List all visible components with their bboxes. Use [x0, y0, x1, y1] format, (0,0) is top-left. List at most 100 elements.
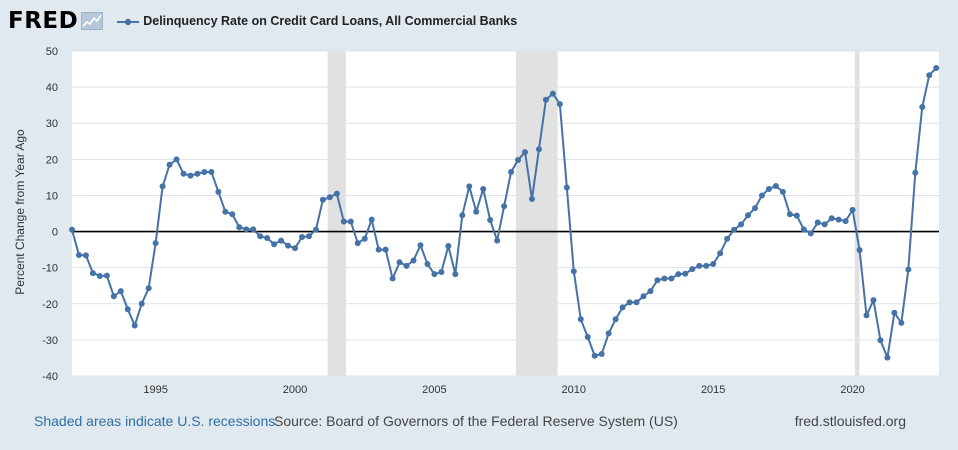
data-point[interactable]	[515, 157, 522, 164]
data-point[interactable]	[292, 245, 299, 252]
data-point[interactable]	[243, 226, 250, 233]
data-point[interactable]	[319, 196, 326, 203]
data-point[interactable]	[452, 271, 459, 278]
data-point[interactable]	[570, 268, 577, 275]
fred-url[interactable]: fred.stlouisfed.org	[794, 413, 906, 429]
data-point[interactable]	[793, 212, 800, 219]
data-point[interactable]	[347, 218, 354, 225]
data-point[interactable]	[194, 170, 201, 177]
data-point[interactable]	[354, 240, 361, 247]
data-point[interactable]	[765, 185, 772, 192]
data-point[interactable]	[891, 309, 898, 316]
data-point[interactable]	[877, 337, 884, 344]
data-point[interactable]	[654, 277, 661, 284]
data-point[interactable]	[278, 237, 285, 244]
data-point[interactable]	[584, 334, 591, 340]
data-point[interactable]	[898, 319, 905, 326]
data-point[interactable]	[250, 226, 257, 233]
data-point[interactable]	[549, 90, 556, 97]
data-point[interactable]	[375, 246, 382, 253]
data-point[interactable]	[152, 240, 159, 247]
data-point[interactable]	[647, 288, 654, 295]
data-point[interactable]	[800, 226, 807, 233]
data-point[interactable]	[124, 306, 131, 313]
data-point[interactable]	[626, 299, 633, 306]
data-point[interactable]	[382, 246, 389, 253]
data-point[interactable]	[779, 188, 786, 195]
data-point[interactable]	[326, 194, 333, 201]
data-point[interactable]	[884, 354, 891, 361]
data-point[interactable]	[724, 235, 731, 242]
data-point[interactable]	[821, 221, 828, 228]
data-point[interactable]	[173, 156, 180, 163]
data-point[interactable]	[849, 206, 856, 213]
data-point[interactable]	[75, 252, 82, 259]
data-point[interactable]	[842, 218, 849, 225]
data-point[interactable]	[528, 196, 535, 203]
data-point[interactable]	[410, 257, 417, 264]
data-point[interactable]	[563, 184, 570, 191]
data-point[interactable]	[417, 242, 424, 249]
data-point[interactable]	[494, 237, 501, 244]
data-point[interactable]	[82, 252, 89, 259]
data-point[interactable]	[912, 169, 919, 176]
data-point[interactable]	[264, 235, 271, 242]
recession-note-link[interactable]: Shaded areas indicate U.S. recessions	[34, 413, 276, 429]
data-point[interactable]	[682, 270, 689, 277]
data-point[interactable]	[703, 262, 710, 269]
data-point[interactable]	[431, 271, 438, 278]
data-point[interactable]	[633, 299, 640, 306]
data-point[interactable]	[926, 72, 933, 79]
data-point[interactable]	[508, 168, 515, 175]
data-point[interactable]	[215, 188, 222, 195]
data-point[interactable]	[138, 300, 145, 307]
data-point[interactable]	[772, 183, 779, 190]
data-point[interactable]	[145, 285, 152, 292]
data-point[interactable]	[710, 261, 717, 268]
data-point[interactable]	[598, 350, 605, 357]
data-point[interactable]	[403, 262, 410, 269]
data-point[interactable]	[745, 212, 752, 219]
data-point[interactable]	[919, 103, 926, 110]
data-point[interactable]	[738, 221, 745, 228]
data-point[interactable]	[856, 246, 863, 253]
data-point[interactable]	[298, 233, 305, 240]
data-point[interactable]	[340, 218, 347, 225]
data-point[interactable]	[466, 183, 473, 190]
data-point[interactable]	[312, 226, 319, 233]
data-point[interactable]	[285, 242, 292, 249]
data-point[interactable]	[668, 275, 675, 282]
data-point[interactable]	[542, 96, 549, 103]
data-point[interactable]	[69, 226, 75, 233]
data-point[interactable]	[689, 266, 696, 273]
data-point[interactable]	[535, 146, 542, 153]
data-point[interactable]	[612, 316, 619, 323]
data-point[interactable]	[96, 272, 103, 279]
data-point[interactable]	[445, 243, 452, 249]
data-point[interactable]	[361, 235, 368, 242]
data-point[interactable]	[619, 304, 626, 311]
data-point[interactable]	[675, 271, 682, 278]
data-point[interactable]	[933, 64, 940, 71]
data-point[interactable]	[522, 149, 529, 156]
data-point[interactable]	[870, 297, 877, 304]
data-point[interactable]	[159, 183, 166, 190]
data-point[interactable]	[333, 190, 340, 197]
data-point[interactable]	[556, 101, 563, 108]
data-point[interactable]	[807, 230, 814, 237]
data-point[interactable]	[835, 216, 842, 223]
data-point[interactable]	[236, 224, 243, 231]
data-point[interactable]	[786, 211, 793, 218]
data-point[interactable]	[814, 219, 821, 226]
data-point[interactable]	[640, 293, 647, 300]
fred-logo[interactable]: FRED	[8, 8, 104, 34]
data-point[interactable]	[180, 170, 187, 177]
data-point[interactable]	[396, 259, 403, 266]
data-point[interactable]	[605, 330, 612, 337]
data-point[interactable]	[131, 322, 138, 329]
data-point[interactable]	[661, 275, 668, 282]
data-point[interactable]	[487, 217, 494, 223]
data-point[interactable]	[110, 293, 117, 300]
data-point[interactable]	[166, 161, 173, 168]
data-point[interactable]	[473, 208, 480, 215]
